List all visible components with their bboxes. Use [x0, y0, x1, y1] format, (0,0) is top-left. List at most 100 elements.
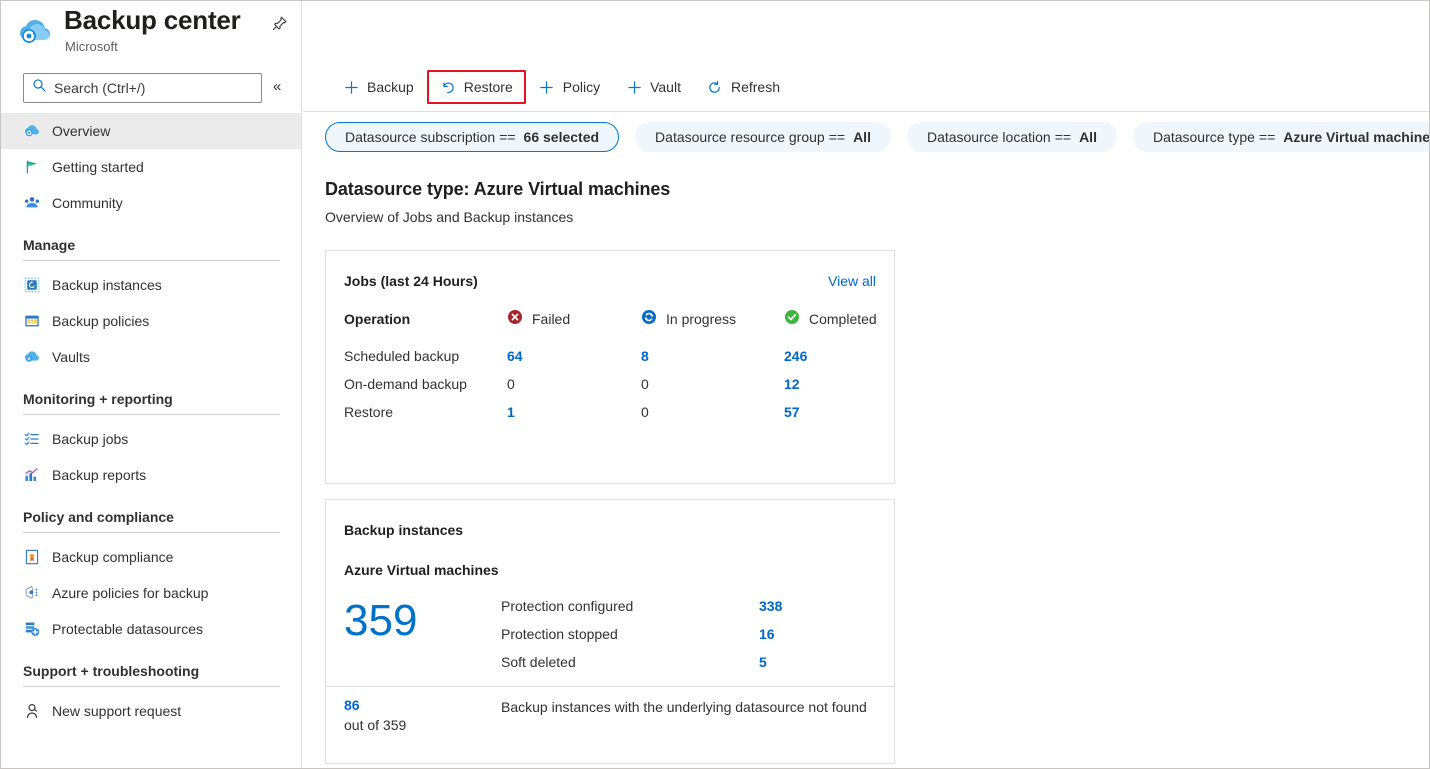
completed-label: Completed: [809, 310, 877, 327]
list-item: Soft deleted 5: [501, 654, 881, 682]
filter-value: All: [1079, 129, 1097, 145]
restore-button[interactable]: Restore: [426, 70, 526, 104]
pin-icon[interactable]: [265, 9, 293, 37]
in-progress-count: 0: [641, 404, 649, 420]
sidebar-group-title: Monitoring + reporting: [23, 391, 173, 407]
filter-value: Azure Virtual machines: [1283, 129, 1429, 145]
sidebar-item-backup-policies[interactable]: Backup policies: [1, 303, 301, 339]
datasource-type-title: Datasource type: Azure Virtual machines: [325, 179, 671, 199]
sidebar-item-backup-compliance[interactable]: Backup compliance: [1, 539, 301, 575]
command-bar: Backup Restore Policy: [303, 63, 793, 111]
sidebar-item-backup-instances[interactable]: Backup instances: [1, 267, 301, 303]
search-row: Search (Ctrl+/) «: [1, 73, 301, 105]
plus-icon: [343, 79, 359, 95]
plus-icon: [626, 79, 642, 95]
sidebar-item-overview[interactable]: Overview: [1, 113, 301, 149]
completed-count[interactable]: 57: [784, 404, 800, 420]
vault-button[interactable]: Vault: [613, 70, 694, 104]
sidebar-item-label: Overview: [52, 123, 111, 139]
page-title: Backup center: [64, 5, 241, 35]
compliance-document-icon: [23, 548, 41, 566]
page-heading: Datasource type: Azure Virtual machines …: [325, 179, 670, 225]
sidebar-item-label: Getting started: [52, 159, 144, 175]
datasource-type-subtitle: Overview of Jobs and Backup instances: [325, 209, 574, 225]
failed-count[interactable]: 1: [507, 404, 515, 420]
sidebar-nav: Overview Getting started: [1, 113, 301, 729]
search-input[interactable]: Search (Ctrl+/): [23, 73, 262, 103]
failed-count[interactable]: 64: [507, 348, 523, 364]
datasource-not-found-row: 86 out of 359 Backup instances with the …: [344, 697, 878, 733]
sidebar-item-getting-started[interactable]: Getting started: [1, 149, 301, 185]
sidebar: Backup center Microsoft ···: [1, 1, 302, 768]
sidebar-item-protectable-datasources[interactable]: Protectable datasources: [1, 611, 301, 647]
instances-total-count[interactable]: 359: [344, 596, 418, 645]
not-found-count-block: 86 out of 359: [344, 697, 501, 733]
instance-status-label: Protection configured: [501, 598, 634, 614]
sidebar-group-title: Support + troubleshooting: [23, 663, 200, 679]
sidebar-item-azure-policies[interactable]: Azure policies for backup: [1, 575, 301, 611]
filter-value: All: [853, 129, 871, 145]
sidebar-item-label: Vaults: [52, 349, 90, 365]
instance-status-value[interactable]: 5: [759, 654, 767, 670]
policy-button[interactable]: Policy: [526, 70, 613, 104]
sidebar-item-label: Backup policies: [52, 313, 150, 329]
sidebar-item-backup-jobs[interactable]: Backup jobs: [1, 421, 301, 457]
search-placeholder: Search (Ctrl+/): [54, 80, 146, 96]
filter-pill-datasource-location[interactable]: Datasource location == All: [906, 122, 1117, 152]
not-found-count[interactable]: 86: [344, 697, 360, 713]
filter-pill-datasource-resource-group[interactable]: Datasource resource group == All: [635, 122, 891, 152]
in-progress-count[interactable]: 8: [641, 348, 649, 364]
sidebar-item-label: Community: [52, 195, 123, 211]
completed-count[interactable]: 246: [784, 348, 808, 364]
filter-pill-datasource-subscription[interactable]: Datasource subscription == 66 selected: [325, 122, 620, 152]
instance-status-value[interactable]: 338: [759, 598, 783, 614]
filter-operator: ==: [1258, 129, 1276, 145]
backup-button[interactable]: Backup: [330, 70, 427, 104]
instance-status-label: Soft deleted: [501, 654, 576, 670]
not-found-total: out of 359: [344, 717, 407, 733]
sidebar-item-label: Protectable datasources: [52, 621, 203, 637]
filter-operator: ==: [828, 129, 846, 145]
jobs-table: Operation Failed: [344, 309, 878, 426]
refresh-button[interactable]: Refresh: [694, 70, 793, 104]
failed-count: 0: [507, 376, 515, 392]
divider: [23, 260, 280, 261]
backup-center-cloud-icon: [15, 11, 55, 51]
sidebar-group-policy: Policy and compliance: [1, 493, 301, 533]
plus-icon: [539, 79, 555, 95]
jobs-card: Jobs (last 24 Hours) View all Operation: [325, 250, 895, 484]
main-content: Backup Restore Policy: [303, 1, 1429, 768]
vault-cloud-icon: [23, 348, 41, 366]
divider: [303, 111, 1429, 112]
command-label: Refresh: [730, 79, 780, 95]
filter-pill-datasource-type[interactable]: Datasource type == Azure Virtual machine…: [1132, 122, 1429, 152]
divider: [23, 686, 280, 687]
sidebar-item-vaults[interactable]: Vaults: [1, 339, 301, 375]
failed-column-header: Failed: [507, 309, 641, 340]
app-subtitle: Microsoft: [65, 39, 118, 54]
sidebar-item-new-support-request[interactable]: New support request: [1, 693, 301, 729]
instance-status-value[interactable]: 16: [759, 626, 775, 642]
flag-icon: [23, 158, 41, 176]
filter-name: Datasource location: [926, 129, 1051, 145]
refresh-icon: [707, 79, 723, 95]
list-item: Protection configured 338: [501, 598, 881, 626]
in-progress-circle-icon: [641, 309, 657, 328]
operation-name: Restore: [344, 404, 394, 420]
sidebar-item-label: Backup jobs: [52, 431, 129, 447]
operation-name: Scheduled backup: [344, 348, 460, 364]
sidebar-item-label: Azure policies for backup: [52, 585, 209, 601]
jobs-card-title: Jobs (last 24 Hours): [344, 273, 478, 289]
azure-policy-hexagon-icon: [23, 584, 41, 602]
jobs-view-all-link[interactable]: View all: [828, 273, 876, 289]
operation-name: On-demand backup: [344, 376, 467, 392]
sidebar-item-backup-reports[interactable]: Backup reports: [1, 457, 301, 493]
sidebar-item-community[interactable]: Community: [1, 185, 301, 221]
completed-count[interactable]: 12: [784, 376, 800, 392]
support-person-icon: [23, 702, 41, 720]
command-label: Backup: [367, 79, 414, 95]
chevron-double-left-icon[interactable]: «: [273, 78, 282, 95]
sidebar-group-support: Support + troubleshooting: [1, 647, 301, 687]
filter-operator: ==: [1054, 129, 1072, 145]
command-label: Policy: [562, 79, 601, 95]
